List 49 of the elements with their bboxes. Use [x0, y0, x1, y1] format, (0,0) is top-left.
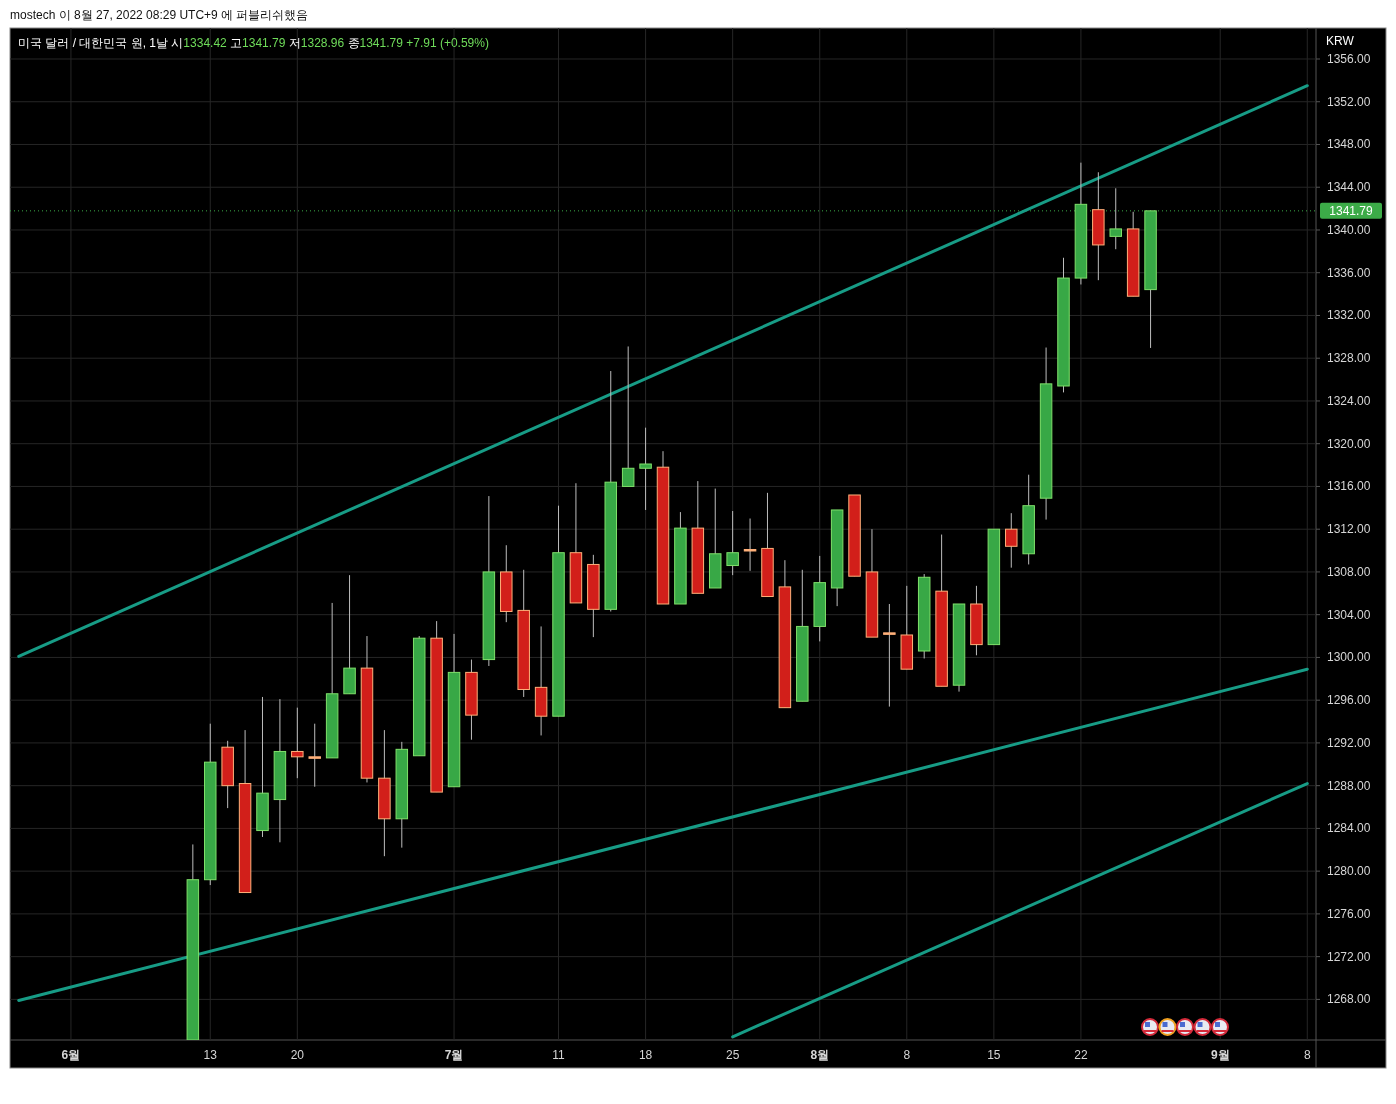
y-tick-label: 1284.00 [1327, 821, 1371, 836]
text: 미국 달러 / 대한민국 원, 1날 [18, 36, 172, 50]
y-tick-label: 1268.00 [1327, 992, 1371, 1007]
x-tick-label: 15 [987, 1048, 1001, 1062]
x-tick-label: 22 [1074, 1048, 1088, 1062]
candlestick [1005, 512, 1018, 569]
y-tick-label: 1316.00 [1327, 479, 1371, 494]
text: mostech 이 8월 27, 2022 08:29 UTC+9 에 퍼블리쉬했음 [10, 8, 309, 22]
y-tick-label: 1280.00 [1327, 864, 1371, 879]
y-tick-label: 1328.00 [1327, 351, 1371, 366]
y-tick-label: 1292.00 [1327, 735, 1371, 750]
y-tick-label: 1344.00 [1327, 180, 1371, 195]
y-tick-label: 1308.00 [1327, 564, 1371, 579]
y-tick-label: 1356.00 [1327, 51, 1371, 66]
y-axis-title: KRW [1326, 34, 1355, 48]
candlestick [308, 723, 321, 788]
y-tick-label: 1296.00 [1327, 693, 1371, 708]
candlestick [743, 518, 757, 572]
y-tick-label: 1336.00 [1327, 265, 1371, 280]
x-tick-label: 8월 [810, 1048, 830, 1062]
x-tick-label: 6월 [61, 1048, 81, 1062]
candlestick [726, 510, 739, 576]
y-tick-label: 1348.00 [1327, 137, 1371, 152]
candlestick [291, 707, 304, 779]
x-tick-label: 9월 [1210, 1048, 1230, 1062]
candlestick [621, 345, 635, 487]
y-tick-label: 1332.00 [1327, 308, 1371, 323]
text: 시1334.42 고1341.79 저1328.96 종1341.79 +7.91 (+0.59%) [171, 36, 489, 50]
y-tick-label: 1300.00 [1327, 650, 1371, 665]
x-tick-label: 25 [725, 1048, 740, 1062]
y-tick-label: 1276.00 [1327, 906, 1371, 921]
candlestick [883, 603, 896, 708]
x-tick-label: 7월 [444, 1048, 464, 1062]
x-tick-label: 8 [903, 1048, 911, 1062]
y-tick-label: 1340.00 [1327, 222, 1371, 237]
y-tick-label: 1312.00 [1327, 522, 1371, 537]
y-tick-label: 1320.00 [1327, 436, 1371, 451]
x-tick-label: 8 [1303, 1048, 1311, 1062]
candlestick [639, 427, 652, 511]
ref-line-label: 1341.79 [1329, 204, 1374, 219]
y-tick-label: 1272.00 [1327, 949, 1371, 964]
x-tick-label: 18 [638, 1048, 653, 1062]
x-tick-label: 20 [290, 1048, 305, 1062]
y-tick-label: 1324.00 [1327, 393, 1371, 408]
y-tick-label: 1352.00 [1327, 94, 1371, 109]
y-tick-label: 1304.00 [1327, 607, 1371, 622]
x-tick-label: 13 [203, 1048, 218, 1062]
x-tick-label: 11 [552, 1048, 566, 1062]
y-tick-label: 1288.00 [1327, 778, 1371, 793]
